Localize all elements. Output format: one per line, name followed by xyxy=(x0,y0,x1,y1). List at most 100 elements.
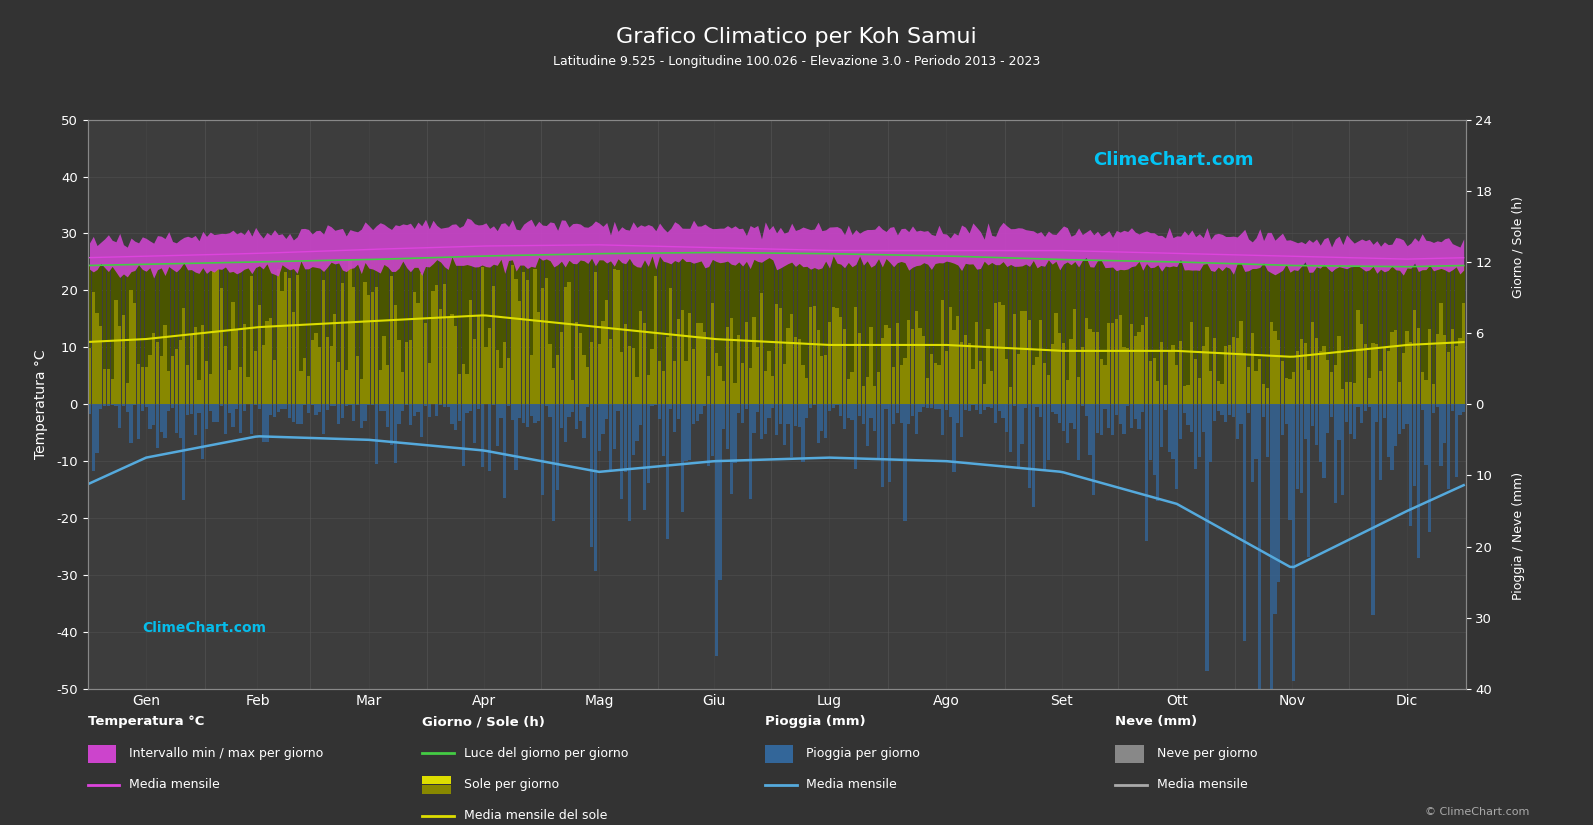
Bar xyxy=(1364,266,1367,404)
Bar xyxy=(605,404,609,419)
Bar xyxy=(945,404,948,410)
Bar xyxy=(691,252,695,404)
Bar xyxy=(1421,266,1424,404)
Bar xyxy=(933,404,937,409)
Bar xyxy=(696,404,699,421)
Bar xyxy=(991,404,994,408)
Bar xyxy=(542,404,545,494)
Bar xyxy=(1303,404,1306,439)
Bar xyxy=(443,257,446,404)
Bar xyxy=(1149,404,1152,460)
Bar xyxy=(223,346,228,404)
Bar xyxy=(1440,303,1443,404)
Bar xyxy=(374,259,378,404)
Bar xyxy=(413,292,416,404)
Bar xyxy=(804,253,808,404)
Bar xyxy=(710,252,714,404)
Text: Pioggia per giorno: Pioggia per giorno xyxy=(806,747,919,760)
Bar xyxy=(726,252,730,404)
Bar xyxy=(1164,385,1168,404)
Bar xyxy=(636,253,639,404)
Bar xyxy=(311,341,314,404)
Bar xyxy=(688,314,691,404)
Bar xyxy=(1024,404,1027,408)
Bar xyxy=(1458,338,1461,404)
Bar xyxy=(835,308,838,404)
Bar xyxy=(967,342,970,404)
Bar xyxy=(465,257,468,404)
Bar xyxy=(360,260,363,404)
Bar xyxy=(1383,266,1386,404)
Bar xyxy=(613,253,616,404)
Bar xyxy=(967,404,970,411)
Bar xyxy=(1077,404,1080,460)
Bar xyxy=(1110,323,1114,404)
Bar xyxy=(1171,404,1174,459)
Bar xyxy=(787,404,790,425)
Bar xyxy=(284,404,287,409)
Bar xyxy=(1368,266,1372,404)
Bar xyxy=(854,307,857,404)
Bar xyxy=(559,332,562,404)
Bar xyxy=(1410,266,1413,404)
Bar xyxy=(518,300,521,404)
Bar xyxy=(1096,404,1099,433)
Bar xyxy=(492,285,495,404)
Bar xyxy=(1349,266,1352,404)
Bar xyxy=(236,330,239,404)
Bar xyxy=(1228,263,1231,404)
Bar xyxy=(870,404,873,418)
Bar xyxy=(1446,266,1450,404)
Bar xyxy=(250,262,253,404)
Bar xyxy=(1137,404,1141,429)
Bar xyxy=(1273,331,1276,404)
Bar xyxy=(787,328,790,404)
Bar xyxy=(1383,404,1386,417)
Bar xyxy=(801,365,804,404)
Bar xyxy=(926,404,929,408)
Bar xyxy=(715,353,718,404)
Bar xyxy=(352,287,355,404)
Bar xyxy=(239,404,242,433)
Bar xyxy=(1217,404,1220,411)
Bar xyxy=(1243,264,1246,404)
Bar xyxy=(583,404,586,438)
Bar xyxy=(523,404,526,423)
Bar xyxy=(529,404,532,416)
Bar xyxy=(1278,404,1281,582)
Bar xyxy=(96,266,99,404)
Bar xyxy=(134,265,137,404)
Bar xyxy=(526,404,529,427)
Bar xyxy=(798,339,801,404)
Bar xyxy=(945,256,948,404)
Bar xyxy=(115,404,118,406)
Bar xyxy=(330,346,333,404)
Bar xyxy=(107,370,110,404)
Bar xyxy=(1179,262,1182,404)
Bar xyxy=(1063,404,1066,431)
Bar xyxy=(1104,365,1107,404)
Bar xyxy=(288,278,292,404)
Bar xyxy=(824,253,827,404)
Bar xyxy=(567,281,570,404)
Text: © ClimeChart.com: © ClimeChart.com xyxy=(1424,807,1529,817)
Bar xyxy=(1372,342,1375,404)
Bar xyxy=(757,253,760,404)
Bar xyxy=(752,252,755,404)
Bar xyxy=(495,350,499,404)
Bar xyxy=(1149,262,1152,404)
Bar xyxy=(212,404,215,422)
Bar xyxy=(787,253,790,404)
Bar xyxy=(481,404,484,467)
Bar xyxy=(594,404,597,572)
Bar xyxy=(903,357,906,404)
Bar xyxy=(876,404,879,459)
Bar xyxy=(228,404,231,413)
Bar xyxy=(1402,266,1405,404)
Bar xyxy=(589,404,593,547)
Bar xyxy=(628,253,631,404)
Bar xyxy=(338,404,341,424)
Bar xyxy=(691,404,695,424)
Bar xyxy=(691,349,695,404)
Bar xyxy=(190,404,193,414)
